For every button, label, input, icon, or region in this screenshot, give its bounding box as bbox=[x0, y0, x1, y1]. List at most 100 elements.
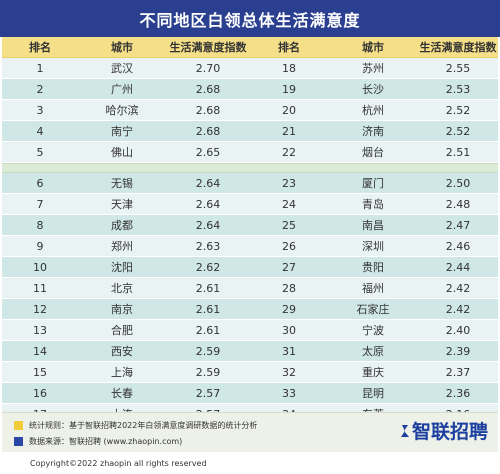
index-cell: 2.48 bbox=[445, 197, 471, 211]
table-row: 12 南京 2.61 29 石家庄 2.42 bbox=[2, 299, 498, 320]
table-row: 4 南宁 2.68 21 济南 2.52 bbox=[2, 121, 498, 142]
city-cell: 长春 bbox=[111, 387, 133, 400]
table-row: 13 合肥 2.61 30 宁波 2.40 bbox=[2, 320, 498, 341]
city-cell: 太原 bbox=[362, 345, 384, 358]
rank-cell: 5 bbox=[36, 145, 44, 159]
index-cell: 2.59 bbox=[195, 365, 221, 379]
city-cell: 青岛 bbox=[362, 198, 384, 211]
note-source-text: 数据来源：智联招聘 (www.zhaopin.com) bbox=[29, 437, 183, 446]
rank-cell: 33 bbox=[282, 386, 296, 400]
index-cell: 2.64 bbox=[195, 197, 221, 211]
city-cell: 重庆 bbox=[362, 366, 384, 379]
table-row: 3 哈尔滨 2.68 20 杭州 2.52 bbox=[2, 100, 498, 121]
index-cell: 2.47 bbox=[445, 218, 471, 232]
city-cell: 厦门 bbox=[362, 177, 384, 190]
city-cell: 哈尔滨 bbox=[105, 104, 139, 117]
rank-cell: 19 bbox=[282, 82, 296, 96]
city-cell: 南宁 bbox=[111, 125, 133, 138]
rank-cell: 22 bbox=[282, 145, 296, 159]
header-index-right: 生活满意度指数 bbox=[419, 41, 497, 54]
city-cell: 北京 bbox=[111, 282, 133, 295]
city-cell: 广州 bbox=[111, 83, 133, 96]
city-cell: 西安 bbox=[111, 345, 133, 358]
rank-cell: 29 bbox=[282, 302, 296, 316]
index-cell: 2.68 bbox=[195, 103, 221, 117]
table-row: 10 沈阳 2.62 27 贵阳 2.44 bbox=[2, 257, 498, 278]
index-cell: 2.44 bbox=[445, 260, 471, 274]
rank-cell: 8 bbox=[36, 218, 44, 232]
index-cell: 2.51 bbox=[445, 145, 471, 159]
table-row: 7 天津 2.64 24 青岛 2.48 bbox=[2, 194, 498, 215]
table-row: 11 北京 2.61 28 福州 2.42 bbox=[2, 278, 498, 299]
section-separator bbox=[2, 163, 498, 173]
rank-cell: 27 bbox=[282, 260, 296, 274]
index-cell: 2.42 bbox=[445, 281, 471, 295]
city-cell: 深圳 bbox=[362, 240, 384, 253]
header-city-left: 城市 bbox=[111, 41, 133, 54]
city-cell: 贵阳 bbox=[362, 261, 384, 274]
note-rule-text: 统计规则：基于智联招聘2022年白领满意度调研数据的统计分析 bbox=[29, 421, 258, 430]
index-cell: 2.63 bbox=[195, 239, 221, 253]
rank-cell: 13 bbox=[33, 323, 47, 337]
rank-cell: 24 bbox=[282, 197, 296, 211]
index-cell: 2.39 bbox=[445, 344, 471, 358]
index-cell: 2.61 bbox=[195, 302, 221, 316]
index-cell: 2.52 bbox=[445, 103, 471, 117]
table-row: 1 武汉 2.70 18 苏州 2.55 bbox=[2, 58, 498, 79]
index-cell: 2.68 bbox=[195, 124, 221, 138]
index-cell: 2.46 bbox=[445, 239, 471, 253]
header-city-right: 城市 bbox=[362, 41, 384, 54]
city-cell: 苏州 bbox=[362, 62, 384, 75]
city-cell: 佛山 bbox=[111, 146, 133, 159]
blue-square-icon bbox=[14, 437, 23, 446]
rank-cell: 28 bbox=[282, 281, 296, 295]
index-cell: 2.40 bbox=[445, 323, 471, 337]
rank-cell: 26 bbox=[282, 239, 296, 253]
table-row: 2 广州 2.68 19 长沙 2.53 bbox=[2, 79, 498, 100]
city-cell: 长沙 bbox=[362, 83, 384, 96]
index-cell: 2.42 bbox=[445, 302, 471, 316]
table-row: 5 佛山 2.65 22 烟台 2.51 bbox=[2, 142, 498, 163]
note-rule: 统计规则：基于智联招聘2022年白领满意度调研数据的统计分析 bbox=[14, 420, 257, 431]
index-cell: 2.53 bbox=[445, 82, 471, 96]
rank-cell: 31 bbox=[282, 344, 296, 358]
index-cell: 2.52 bbox=[445, 124, 471, 138]
rank-cell: 3 bbox=[36, 103, 44, 117]
index-cell: 2.64 bbox=[195, 218, 221, 232]
index-cell: 2.57 bbox=[195, 386, 221, 400]
table-header: 排名 城市 生活满意度指数 排名 城市 生活满意度指数 bbox=[2, 37, 498, 58]
footer-panel: 统计规则：基于智联招聘2022年白领满意度调研数据的统计分析 数据来源：智联招聘… bbox=[2, 412, 498, 453]
rank-cell: 23 bbox=[282, 176, 296, 190]
brand-mark-icon bbox=[400, 424, 409, 437]
table-row: 14 西安 2.59 31 太原 2.39 bbox=[2, 341, 498, 362]
table-row: 15 上海 2.59 32 重庆 2.37 bbox=[2, 362, 498, 383]
chart-title: 不同地区白领总体生活满意度 bbox=[0, 0, 500, 37]
table-row: 8 成都 2.64 25 南昌 2.47 bbox=[2, 215, 498, 236]
index-cell: 2.68 bbox=[195, 82, 221, 96]
rank-cell: 9 bbox=[36, 239, 44, 253]
city-cell: 石家庄 bbox=[356, 303, 390, 316]
brand-name: 智联招聘 bbox=[411, 421, 488, 443]
rank-cell: 7 bbox=[36, 197, 44, 211]
index-cell: 2.50 bbox=[445, 176, 471, 190]
city-cell: 宁波 bbox=[362, 324, 384, 337]
rank-cell: 11 bbox=[33, 281, 47, 295]
city-cell: 郑州 bbox=[111, 240, 133, 253]
rank-cell: 16 bbox=[33, 386, 47, 400]
city-cell: 杭州 bbox=[362, 104, 384, 117]
rank-cell: 25 bbox=[282, 218, 296, 232]
city-cell: 天津 bbox=[111, 198, 133, 211]
rank-cell: 30 bbox=[282, 323, 296, 337]
city-cell: 无锡 bbox=[111, 177, 133, 190]
index-cell: 2.37 bbox=[445, 365, 471, 379]
city-cell: 成都 bbox=[111, 219, 133, 232]
index-cell: 2.59 bbox=[195, 344, 221, 358]
header-rank-left: 排名 bbox=[29, 41, 51, 54]
rank-cell: 32 bbox=[282, 365, 296, 379]
rank-cell: 4 bbox=[36, 124, 44, 138]
header-index-left: 生活满意度指数 bbox=[169, 41, 247, 54]
city-cell: 济南 bbox=[362, 125, 384, 138]
city-cell: 南昌 bbox=[362, 219, 384, 232]
index-cell: 2.65 bbox=[195, 145, 221, 159]
header-rank-right: 排名 bbox=[278, 41, 300, 54]
